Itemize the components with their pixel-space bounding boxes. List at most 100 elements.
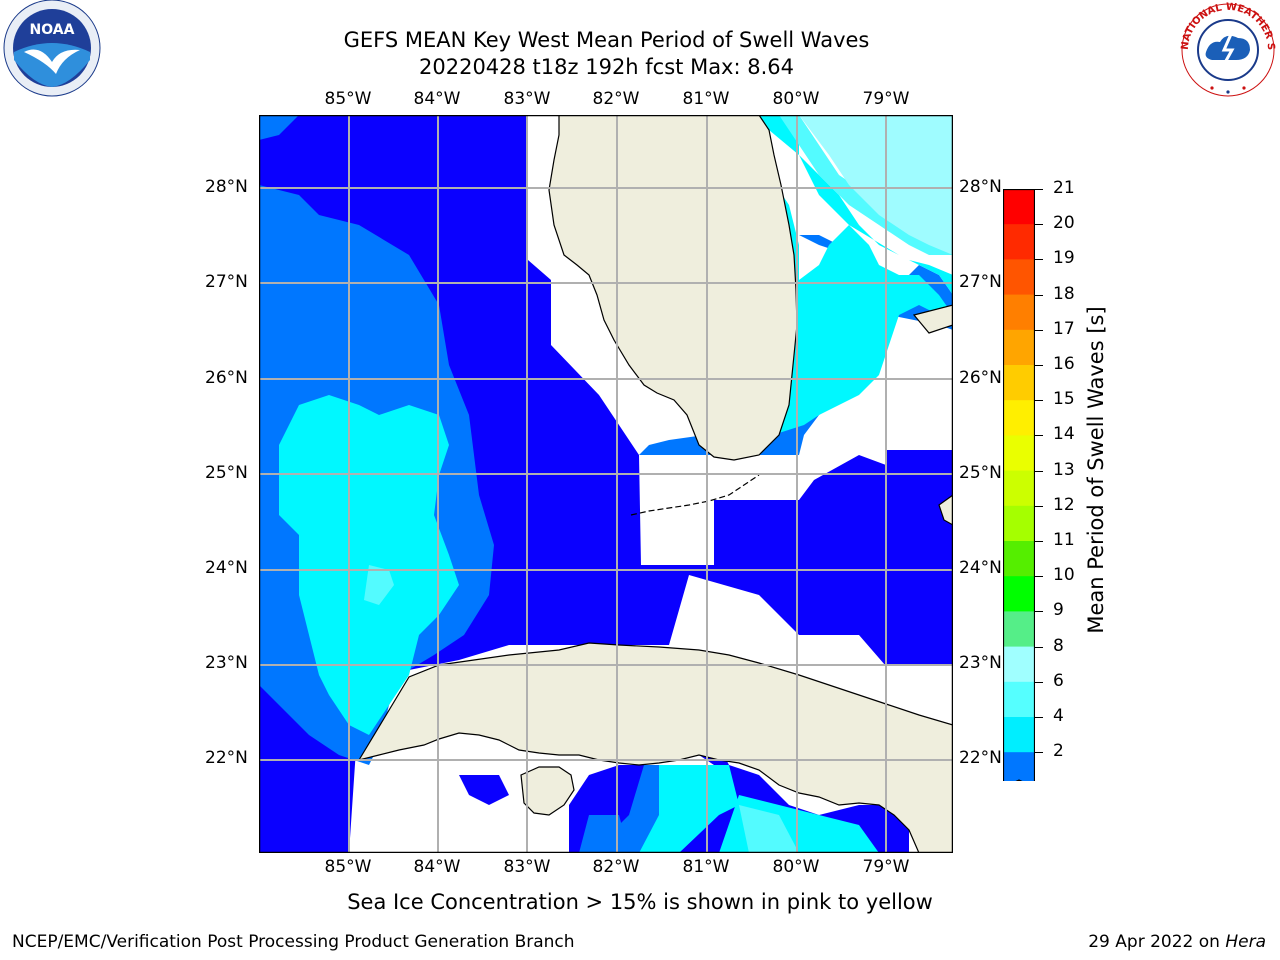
colorbar-tick-mark: [1035, 681, 1043, 683]
colorbar-tick-label: 15: [1053, 389, 1075, 410]
colorbar-tick-mark: [1035, 224, 1043, 226]
colorbar-tick-mark: [1035, 365, 1043, 366]
lon-label-top-85: 85°W: [324, 89, 372, 109]
lon-label-bottom-80: 80°W: [772, 857, 820, 877]
colorbar-band: [1003, 752, 1035, 788]
colorbar-tick-mark: [1035, 717, 1043, 718]
lat-label-right-22: 22°N: [959, 748, 1002, 768]
lat-label-right-25: 25°N: [959, 463, 1002, 483]
lat-label-right-24: 24°N: [959, 558, 1002, 578]
colorbar-tick-mark: [1035, 435, 1043, 437]
colorbar-tick-label: 10: [1053, 565, 1075, 586]
svg-text:NOAA: NOAA: [30, 22, 75, 38]
colorbar-tick-label: 9: [1053, 600, 1064, 621]
lon-label-top-80: 80°W: [772, 89, 820, 109]
florida-keys: [630, 474, 760, 516]
land-area: [520, 766, 575, 816]
colorbar-band: [1003, 259, 1035, 296]
colorbar-band: [1003, 189, 1035, 225]
colorbar-band: [1003, 435, 1035, 472]
colorbar-band: [1003, 717, 1035, 753]
swell-band-b24: [459, 775, 509, 805]
colorbar-tick-label: 16: [1053, 354, 1075, 374]
sea-ice-caption: Sea Ice Concentration > 15% is shown in …: [347, 890, 933, 914]
swell-band-b810: [739, 805, 799, 853]
lat-label-left-22: 22°N: [205, 748, 248, 768]
lat-label-right-26: 26°N: [959, 368, 1002, 388]
colorbar-band: [1003, 541, 1035, 577]
lat-label-left-23: 23°N: [205, 653, 248, 673]
colorbar-tick-mark: [1035, 752, 1043, 754]
colorbar-band: [1003, 470, 1035, 507]
colorbar-band: [1003, 294, 1035, 331]
swell-band-b46: [259, 115, 299, 140]
footer-date: 29 Apr 2022 on Hera: [1088, 932, 1266, 952]
lat-label-left-25: 25°N: [205, 463, 248, 483]
colorbar: [1002, 188, 1036, 789]
swell-band-b1012: [799, 115, 953, 255]
colorbar-tick-mark: [1035, 259, 1043, 261]
lat-label-left-27: 27°N: [205, 272, 248, 292]
colorbar-band: [1003, 400, 1035, 436]
lat-label-left-28: 28°N: [205, 177, 248, 197]
lon-label-bottom-84: 84°W: [413, 857, 461, 877]
colorbar-tick-mark: [1035, 189, 1043, 190]
swell-band-b810: [364, 565, 394, 605]
colorbar-tick-label: 2: [1053, 741, 1064, 762]
colorbar-band: [1003, 681, 1035, 718]
colorbar-tick-label: 4: [1053, 706, 1064, 726]
colorbar-tick-mark: [1035, 400, 1043, 402]
lon-label-bottom-82: 82°W: [592, 857, 640, 877]
colorbar-tick-mark: [1035, 576, 1043, 578]
colorbar-tick-label: 17: [1053, 318, 1075, 339]
chart-title-line1: GEFS MEAN Key West Mean Period of Swell …: [343, 28, 870, 52]
colorbar-band: [1003, 329, 1035, 366]
colorbar-band: [1003, 505, 1035, 542]
swell-band-b68: [751, 115, 953, 295]
lat-label-left-26: 26°N: [205, 368, 248, 388]
lon-label-top-83: 83°W: [503, 89, 551, 109]
lat-label-right-23: 23°N: [959, 653, 1002, 673]
colorbar-tick-label: 19: [1053, 248, 1075, 269]
colorbar-tick-mark: [1035, 646, 1043, 648]
footer-branch: NCEP/EMC/Verification Post Processing Pr…: [12, 932, 575, 952]
chart-title-line2: 20220428 t18z 192h fcst Max: 8.64: [419, 55, 794, 79]
lon-label-top-81: 81°W: [682, 89, 730, 109]
colorbar-tick-mark: [1035, 294, 1043, 296]
colorbar-tick-label: 6: [1053, 670, 1064, 691]
colorbar-tick-mark: [1035, 541, 1043, 542]
colorbar-band: [1003, 646, 1035, 683]
lon-label-bottom-81: 81°W: [682, 857, 730, 877]
land-area: [357, 642, 954, 854]
colorbar-band: [1003, 576, 1035, 612]
colorbar-tick-mark: [1035, 505, 1043, 507]
colorbar-tick-label: 21: [1053, 178, 1075, 198]
lon-label-top-82: 82°W: [592, 89, 640, 109]
colorbar-tick-mark: [1035, 470, 1043, 472]
colorbar-tick-label: 12: [1053, 494, 1075, 515]
colorbar-tick-label: 8: [1053, 635, 1064, 656]
lon-label-bottom-79: 79°W: [862, 857, 910, 877]
colorbar-band: [1003, 365, 1035, 401]
colorbar-band: [1003, 224, 1035, 260]
lon-label-top-79: 79°W: [862, 89, 910, 109]
swell-period-map: [258, 114, 954, 854]
colorbar-tick-mark: [1035, 611, 1043, 613]
lon-label-bottom-85: 85°W: [324, 857, 372, 877]
colorbar-tick-mark: [1035, 329, 1043, 331]
colorbar-tick-label: 11: [1053, 530, 1075, 550]
swell-band-b68: [639, 765, 739, 853]
noaa-logo: NOAA: [0, 0, 104, 104]
lat-label-left-24: 24°N: [205, 558, 248, 578]
lat-label-right-28: 28°N: [959, 177, 1002, 197]
nws-logo: NATIONAL WEATHER SERVICE: [1172, 0, 1280, 104]
lon-label-top-84: 84°W: [413, 89, 461, 109]
colorbar-tick-label: 13: [1053, 459, 1075, 480]
lon-label-bottom-83: 83°W: [503, 857, 551, 877]
colorbar-tick-label: 14: [1053, 424, 1075, 445]
colorbar-band: [1003, 611, 1035, 648]
colorbar-label: Mean Period of Swell Waves [s]: [1084, 306, 1108, 634]
land-area: [548, 114, 798, 461]
colorbar-tick-label: 18: [1053, 283, 1075, 304]
lat-label-right-27: 27°N: [959, 272, 1002, 292]
